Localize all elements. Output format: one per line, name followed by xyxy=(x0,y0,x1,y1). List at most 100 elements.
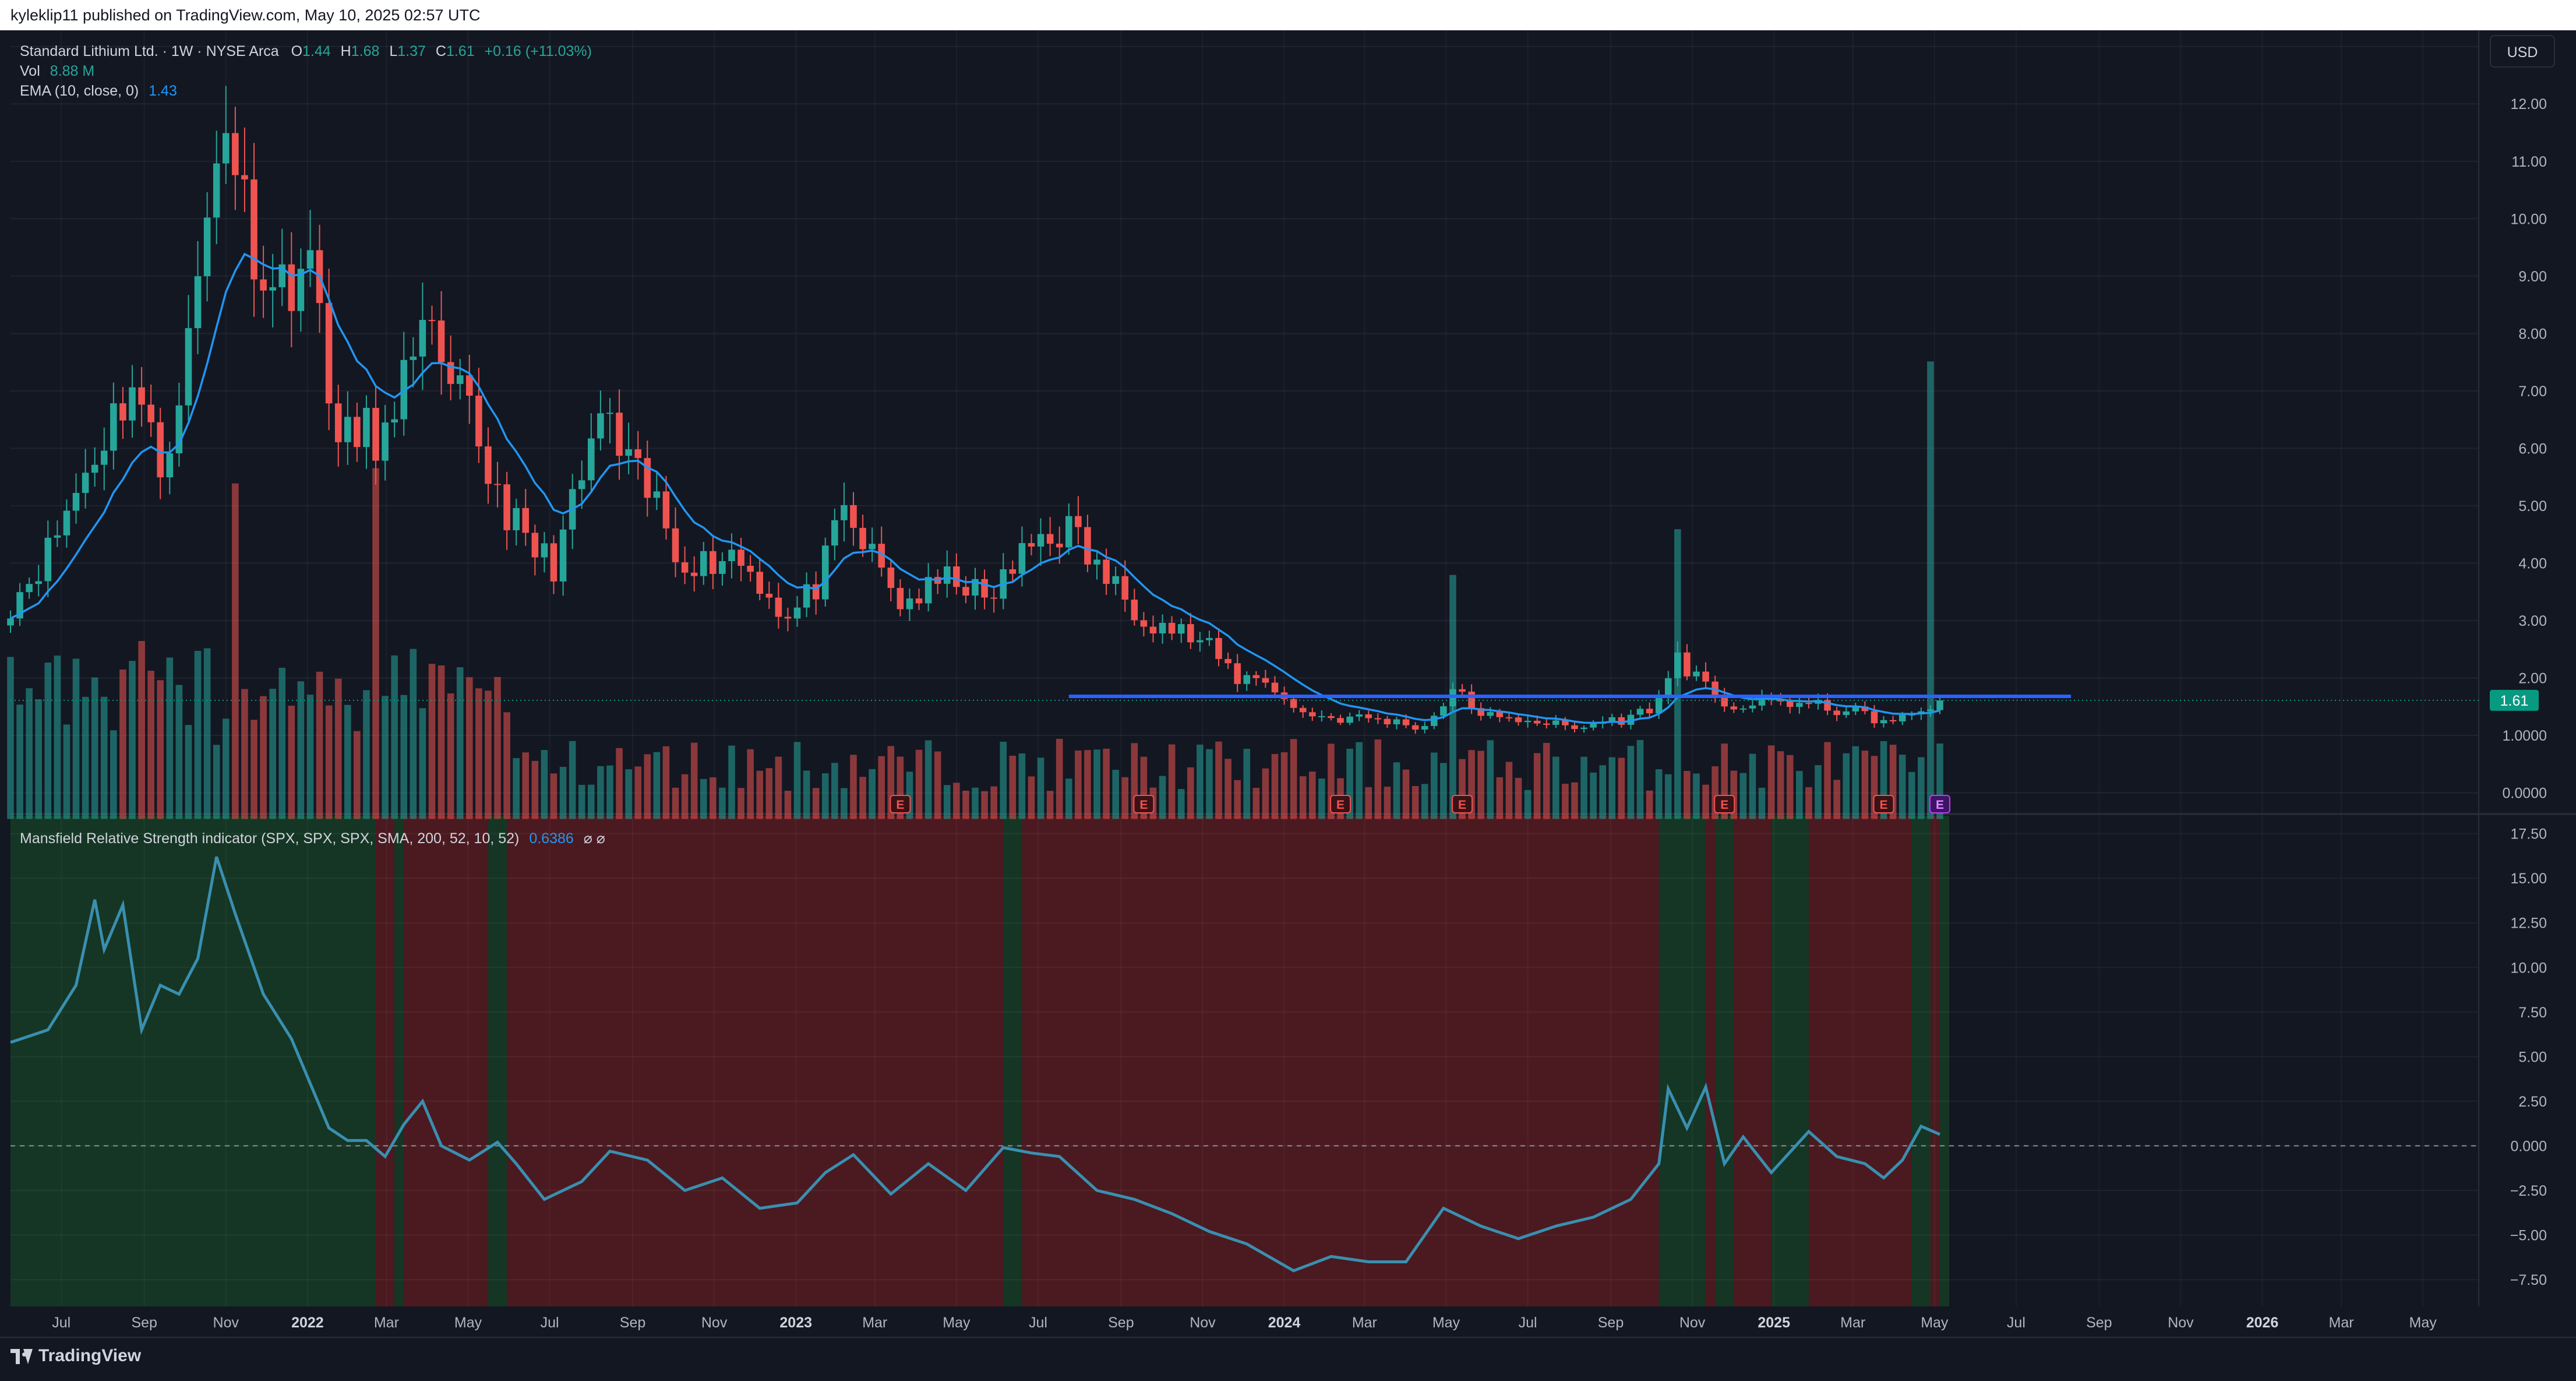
candle-body xyxy=(1131,600,1138,621)
candle-body xyxy=(719,561,726,574)
volume-bar xyxy=(1431,752,1438,819)
legend-symbol[interactable]: Standard Lithium Ltd. · 1W · NYSE Arca xyxy=(20,43,279,59)
candle-body xyxy=(241,175,248,179)
currency-button[interactable]: USD xyxy=(2490,35,2555,68)
price-axis-label: 11.00 xyxy=(2511,154,2547,170)
volume-bar xyxy=(1777,751,1784,819)
candle-body xyxy=(1337,718,1344,723)
candle-body xyxy=(1730,706,1738,710)
volume-bar xyxy=(934,751,941,819)
volume-bar xyxy=(1103,748,1110,819)
candle-body xyxy=(841,505,848,520)
time-axis-label: Nov xyxy=(701,1315,728,1331)
volume-bar xyxy=(1636,739,1644,819)
volume-bar xyxy=(625,769,632,819)
volume-bar xyxy=(466,677,473,819)
volume-bar xyxy=(821,773,829,819)
candle-body xyxy=(850,505,857,528)
volume-bar xyxy=(1056,738,1063,819)
price-chart[interactable]: EEEEEEE13.0012.0011.0010.009.008.007.006… xyxy=(0,30,2576,1337)
candle-body xyxy=(363,407,370,448)
candle-body xyxy=(1159,622,1166,634)
earnings-letter: E xyxy=(1936,798,1944,812)
volume-bar xyxy=(410,649,417,819)
volume-bar xyxy=(1505,762,1513,819)
volume-bar xyxy=(1037,758,1044,819)
volume-bar xyxy=(54,656,61,819)
volume-bar xyxy=(1487,740,1494,819)
candle-body xyxy=(157,422,164,478)
candle-body xyxy=(1515,717,1522,723)
candle-body xyxy=(924,577,932,604)
legend-ema-label[interactable]: EMA (10, close, 0) xyxy=(20,83,139,99)
volume-bar xyxy=(906,771,913,819)
candle-body xyxy=(1411,725,1419,730)
time-axis-label: Nov xyxy=(1190,1315,1216,1331)
time-axis-label: Jul xyxy=(1029,1315,1047,1331)
candle-body xyxy=(16,592,23,619)
earnings-icon xyxy=(890,795,911,813)
volume-bar xyxy=(1159,776,1166,819)
candle-body xyxy=(1440,706,1447,716)
price-axis-label: 0.0000 xyxy=(2503,785,2547,802)
volume-bar xyxy=(157,680,164,819)
candle-body xyxy=(456,375,464,384)
candle-body xyxy=(1243,675,1251,684)
volume-bar xyxy=(541,750,548,819)
volume-bar xyxy=(1712,766,1718,819)
candle-body xyxy=(1824,700,1831,711)
volume-bar xyxy=(447,693,454,819)
volume-bar xyxy=(1590,772,1597,819)
candle-body xyxy=(634,449,641,459)
volume-bar xyxy=(325,705,333,819)
volume-bar xyxy=(260,696,267,819)
candle-body xyxy=(138,387,145,405)
candle-body xyxy=(1234,663,1241,684)
time-axis-label: Sep xyxy=(1598,1315,1624,1331)
candle-body xyxy=(334,403,342,442)
volume-bar xyxy=(185,725,192,819)
volume-bar xyxy=(110,730,117,819)
candle-body xyxy=(1459,689,1466,692)
volume-bar xyxy=(129,661,136,819)
candle-body xyxy=(756,572,764,594)
time-axis-label: 2022 xyxy=(291,1315,324,1331)
volume-bar xyxy=(1046,791,1054,819)
candle-body xyxy=(185,328,192,406)
candle-body xyxy=(494,484,501,485)
candle-body xyxy=(35,581,43,584)
volume-bar xyxy=(213,745,220,819)
rs-axis-label: 2.50 xyxy=(2518,1094,2547,1110)
candle-body xyxy=(91,464,98,473)
tradingview-logo[interactable]: TradingView xyxy=(10,1346,141,1366)
volume-bar xyxy=(793,742,801,819)
volume-bar xyxy=(1197,744,1204,819)
price-axis-label: 1.0000 xyxy=(2503,728,2547,744)
candle-body xyxy=(1627,714,1635,725)
volume-bar xyxy=(35,699,43,819)
time-axis-label: Mar xyxy=(374,1315,399,1331)
volume-bar xyxy=(915,749,923,819)
volume-bar xyxy=(1374,739,1382,819)
legend-vol-label[interactable]: Vol xyxy=(20,63,40,79)
candle-body xyxy=(513,508,520,530)
volume-bar xyxy=(475,688,482,819)
rs-axis-label: 7.50 xyxy=(2518,1005,2547,1021)
earnings-icon xyxy=(1929,795,1950,813)
candle-body xyxy=(1496,712,1504,717)
volume-bar xyxy=(1309,771,1316,819)
candle-body xyxy=(821,545,829,600)
volume-bar xyxy=(334,678,342,819)
rs-background-band xyxy=(10,816,376,1306)
candle-body xyxy=(747,565,754,572)
volume-bar xyxy=(1805,787,1812,819)
volume-bar xyxy=(419,708,426,819)
volume-bar xyxy=(1421,784,1428,819)
volume-bar xyxy=(1402,769,1410,819)
candle-body xyxy=(1084,527,1091,565)
volume-bar xyxy=(194,650,202,819)
candle-body xyxy=(1861,706,1869,711)
legend-mansfield-label[interactable]: Mansfield Relative Strength indicator (S… xyxy=(20,830,520,847)
candle-body xyxy=(906,598,913,610)
volume-bar xyxy=(1084,750,1091,819)
